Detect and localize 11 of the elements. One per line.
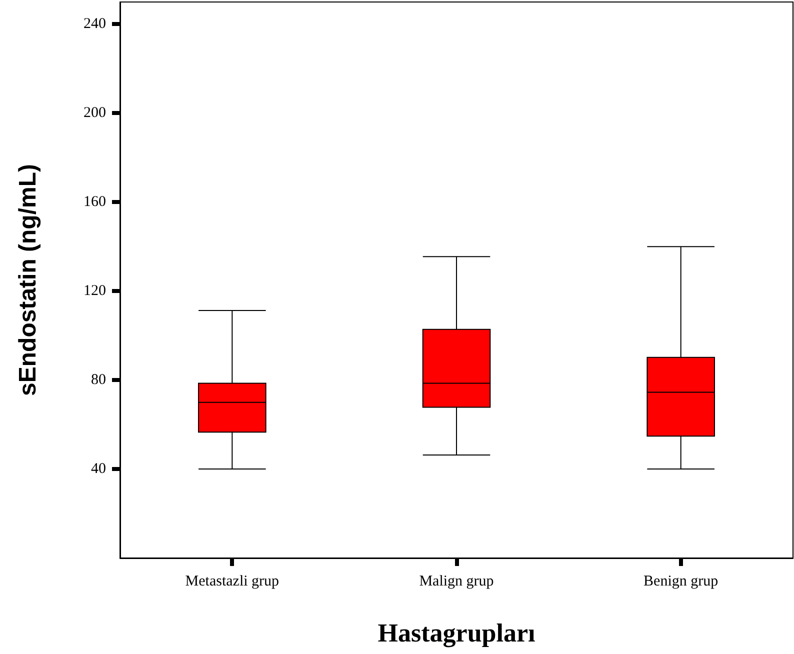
y-tick-label: 240 [84,16,106,32]
y-axis-title: sEndostatin (ng/mL) [14,164,42,396]
x-tick-label: Metastazli grup [185,574,280,590]
x-axis-title: Hastagrupları [378,618,536,648]
x-tick-label: Benign grup [644,574,718,590]
x-tick-label: Malign grup [419,574,494,590]
y-tick-label: 40 [91,461,106,478]
y-tick-label: 120 [84,283,106,300]
y-tick-label: 200 [84,105,106,122]
y-tick-label: 80 [91,372,106,388]
y-tick-label: 160 [84,194,106,210]
